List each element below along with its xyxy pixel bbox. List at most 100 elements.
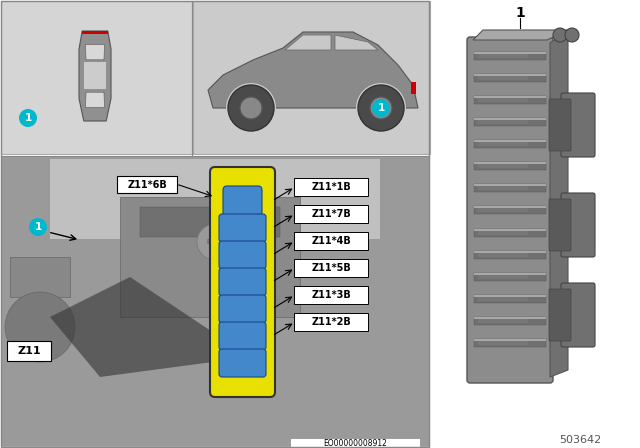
- FancyBboxPatch shape: [549, 99, 571, 151]
- Bar: [474, 74, 546, 82]
- Polygon shape: [85, 44, 104, 60]
- Bar: [1, 1, 192, 154]
- Bar: [474, 118, 546, 120]
- Bar: [474, 250, 546, 253]
- Bar: [478, 341, 528, 345]
- FancyBboxPatch shape: [467, 37, 553, 383]
- Bar: [474, 96, 546, 98]
- Bar: [474, 339, 546, 341]
- Bar: [50, 159, 380, 239]
- FancyBboxPatch shape: [294, 313, 368, 331]
- FancyBboxPatch shape: [223, 186, 262, 216]
- Text: 1: 1: [515, 6, 525, 20]
- Bar: [474, 295, 546, 297]
- Polygon shape: [85, 92, 104, 108]
- Bar: [474, 140, 546, 142]
- FancyBboxPatch shape: [561, 283, 595, 347]
- Bar: [474, 96, 546, 104]
- FancyBboxPatch shape: [219, 268, 266, 296]
- Bar: [478, 186, 528, 190]
- FancyBboxPatch shape: [117, 176, 177, 193]
- FancyBboxPatch shape: [294, 286, 368, 304]
- Circle shape: [240, 97, 262, 119]
- FancyBboxPatch shape: [549, 289, 571, 341]
- Bar: [474, 140, 546, 148]
- Polygon shape: [79, 31, 111, 121]
- Text: Z11*2B: Z11*2B: [311, 317, 351, 327]
- Bar: [474, 207, 546, 215]
- Polygon shape: [50, 277, 250, 377]
- Circle shape: [240, 97, 262, 119]
- Text: 1: 1: [378, 103, 385, 113]
- FancyBboxPatch shape: [219, 241, 266, 269]
- Bar: [474, 207, 546, 208]
- Polygon shape: [550, 30, 568, 377]
- Text: Z11*1B: Z11*1B: [311, 182, 351, 192]
- Text: Z11*6B: Z11*6B: [127, 180, 167, 190]
- Bar: [478, 164, 528, 168]
- Text: BMW: BMW: [206, 239, 224, 245]
- FancyBboxPatch shape: [294, 205, 368, 223]
- Bar: [140, 207, 280, 237]
- FancyBboxPatch shape: [219, 295, 266, 323]
- Circle shape: [358, 85, 404, 131]
- Circle shape: [5, 292, 75, 362]
- Bar: [478, 231, 528, 235]
- Bar: [478, 297, 528, 301]
- Bar: [474, 52, 546, 60]
- FancyBboxPatch shape: [7, 341, 51, 361]
- Bar: [478, 120, 528, 124]
- Text: 1: 1: [35, 222, 42, 232]
- Bar: [474, 52, 546, 54]
- Circle shape: [553, 28, 567, 42]
- Bar: [411, 82, 416, 94]
- Circle shape: [197, 224, 233, 260]
- FancyBboxPatch shape: [294, 178, 368, 196]
- Circle shape: [226, 83, 276, 133]
- Bar: [290, 438, 420, 448]
- Circle shape: [359, 86, 403, 130]
- Bar: [474, 185, 546, 186]
- Circle shape: [372, 99, 390, 117]
- Text: Z11: Z11: [17, 346, 41, 356]
- Bar: [474, 74, 546, 76]
- Text: Z11*3B: Z11*3B: [311, 290, 351, 300]
- Bar: [193, 1, 430, 154]
- Bar: [82, 31, 108, 34]
- Bar: [474, 228, 546, 231]
- Bar: [474, 185, 546, 192]
- Circle shape: [29, 218, 47, 236]
- Bar: [474, 339, 546, 347]
- Bar: [478, 76, 528, 80]
- Bar: [474, 317, 546, 325]
- Polygon shape: [335, 35, 378, 50]
- FancyBboxPatch shape: [561, 193, 595, 257]
- FancyBboxPatch shape: [219, 349, 266, 377]
- Bar: [474, 162, 546, 170]
- Polygon shape: [285, 35, 331, 50]
- Polygon shape: [84, 63, 106, 90]
- Bar: [120, 197, 300, 317]
- FancyBboxPatch shape: [294, 232, 368, 250]
- FancyBboxPatch shape: [561, 93, 595, 157]
- Bar: [478, 208, 528, 212]
- Circle shape: [228, 85, 274, 131]
- Bar: [474, 273, 546, 275]
- Bar: [474, 317, 546, 319]
- Polygon shape: [208, 32, 418, 108]
- Bar: [478, 319, 528, 323]
- Circle shape: [229, 86, 273, 130]
- Text: Z11*4B: Z11*4B: [311, 236, 351, 246]
- Bar: [474, 250, 546, 258]
- FancyBboxPatch shape: [210, 167, 275, 397]
- Circle shape: [356, 83, 406, 133]
- Bar: [1, 1, 429, 447]
- Bar: [478, 253, 528, 257]
- Circle shape: [565, 28, 579, 42]
- Bar: [474, 162, 546, 164]
- FancyBboxPatch shape: [294, 259, 368, 277]
- Text: 1: 1: [24, 113, 31, 123]
- Bar: [10, 257, 70, 297]
- Bar: [478, 275, 528, 279]
- FancyBboxPatch shape: [219, 322, 266, 350]
